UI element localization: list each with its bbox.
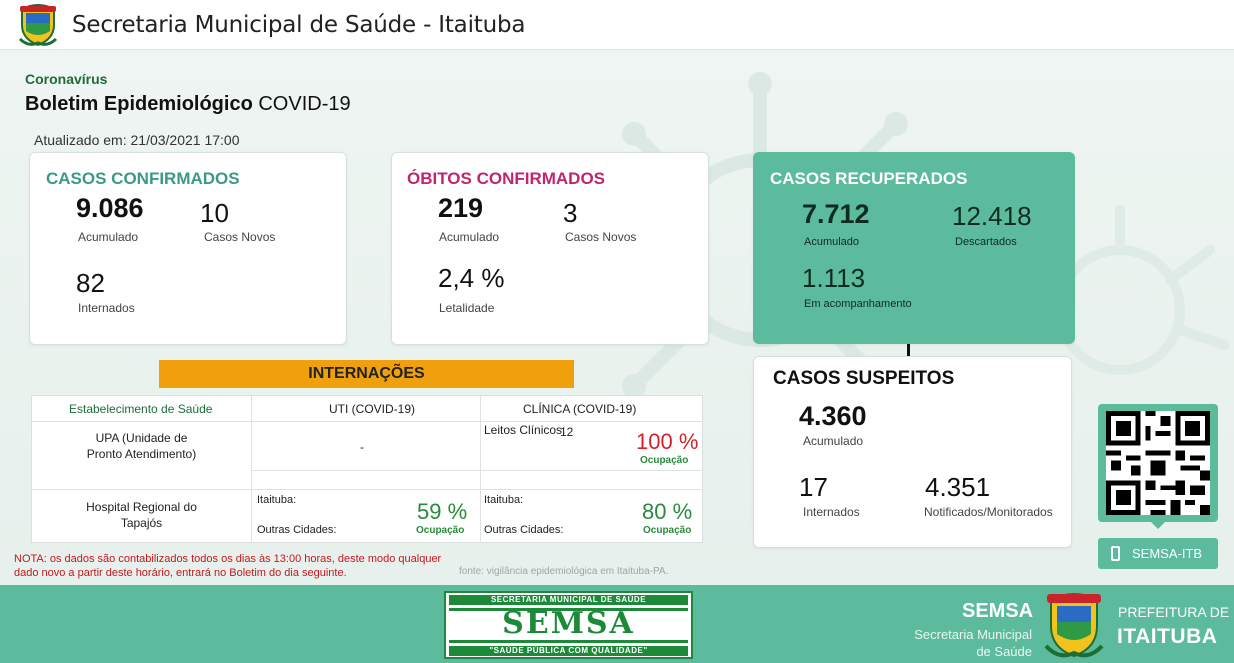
footer-semsa: SEMSA <box>962 600 1034 622</box>
top-bar: Secretaria Municipal de Saúde - Itaituba <box>0 0 1234 50</box>
footer-city: ITAITUBA <box>1117 625 1218 648</box>
semsa-logo-top-text: SECRETARIA MUNICIPAL DE SAÚDE <box>449 595 688 605</box>
deaths-title: ÓBITOS CONFIRMADOS <box>407 169 606 188</box>
recovered-discarded-value: 12.418 <box>952 201 1032 231</box>
footer-secretaria-line1: Secretaria Municipal <box>914 627 1032 642</box>
bulletin-title: Boletim Epidemiológico COVID-19 <box>25 93 351 116</box>
confirmed-accumulated-label: Acumulado <box>78 230 139 244</box>
semsa-itb-button[interactable]: SEMSA-ITB <box>1098 538 1218 569</box>
recovered-accumulated-label: Acumulado <box>804 236 860 248</box>
hospital-uti-city: Itaituba: <box>257 494 297 506</box>
bulletin-title-bold: Boletim Epidemiológico <box>25 93 253 115</box>
phone-icon <box>1111 546 1120 561</box>
footer-prefeitura: PREFEITURA DE <box>1118 604 1230 620</box>
table-divider <box>32 489 702 490</box>
upa-clinic-value: 12 <box>560 425 574 439</box>
suspected-card: CASOS SUSPEITOS 4.360 Acumulado 17 Inter… <box>753 356 1072 548</box>
qr-code-panel[interactable] <box>1098 404 1218 522</box>
note-text: NOTA: os dados são contabilizados todos … <box>14 553 442 579</box>
confirmed-new-label: Casos Novos <box>204 230 276 244</box>
confirmed-card: CASOS CONFIRMADOS 9.086 Acumulado 10 Cas… <box>29 152 347 345</box>
upa-clinic-occupancy-label: Ocupação <box>640 455 689 466</box>
table-divider <box>480 396 481 542</box>
semsa-itb-label: SEMSA-ITB <box>1132 546 1203 561</box>
table-divider <box>251 396 252 542</box>
deaths-lethality-value: 2,4 % <box>438 263 505 293</box>
recovered-monitoring-label: Em acompanhamento <box>804 298 912 310</box>
semsa-logo: SECRETARIA MUNICIPAL DE SAÚDE SEMSA "SAÚ… <box>444 591 693 659</box>
column-header-establishment: Estabelecimento de Saúde <box>69 402 213 416</box>
upa-clinic-label: Leitos Clínicos: <box>484 423 566 437</box>
suspected-accumulated-value: 4.360 <box>799 401 867 431</box>
deaths-new-value: 3 <box>563 198 578 228</box>
suspected-hospitalized-label: Internados <box>803 505 860 519</box>
qr-pointer <box>1151 522 1165 529</box>
hospital-clinic-other: Outras Cidades: <box>484 524 564 536</box>
card-connector <box>907 344 910 358</box>
recovered-discarded-label: Descartados <box>955 236 1017 248</box>
hospital-clinic-occupancy-pct: 80 % <box>642 499 693 524</box>
hospital-name: Hospital Regional do Tapajós <box>86 500 197 530</box>
itaituba-crest-icon <box>18 4 58 47</box>
deaths-lethality-label: Letalidade <box>439 301 495 315</box>
recovered-accumulated-value: 7.712 <box>802 199 870 229</box>
semsa-logo-bottom-text: "SAÚDE PÚBLICA COM QUALIDADE" <box>449 646 688 656</box>
hospital-uti-other: Outras Cidades: <box>257 524 337 536</box>
confirmed-accumulated-value: 9.086 <box>76 193 144 223</box>
suspected-accumulated-label: Acumulado <box>803 434 864 448</box>
hospital-clinic-city: Itaituba: <box>484 494 524 506</box>
semsa-logo-stripe <box>449 640 688 643</box>
suspected-title: CASOS SUSPEITOS <box>773 368 955 389</box>
upa-name: UPA (Unidade de Pronto Atendimento) <box>86 431 197 461</box>
table-divider <box>251 470 702 471</box>
recovered-monitoring-value: 1.113 <box>802 263 866 293</box>
deaths-card: ÓBITOS CONFIRMADOS 219 Acumulado 3 Casos… <box>391 152 709 345</box>
column-header-uti: UTI (COVID-19) <box>329 402 416 416</box>
category-label: Coronavírus <box>25 71 108 87</box>
hospital-uti-occupancy-label: Ocupação <box>416 525 465 536</box>
page-title: Secretaria Municipal de Saúde - Itaituba <box>72 12 526 38</box>
footer-secretaria: Secretaria Municipal de Saúde <box>900 626 1032 660</box>
itaituba-crest-icon <box>1044 593 1104 658</box>
confirmed-hospitalized-label: Internados <box>78 301 135 315</box>
recovered-title: CASOS RECUPERADOS <box>770 169 968 188</box>
confirmed-hospitalized-value: 82 <box>76 268 105 298</box>
confirmed-new-value: 10 <box>200 198 229 228</box>
confirmed-title: CASOS CONFIRMADOS <box>46 169 240 188</box>
footer-secretaria-line2: de Saúde <box>976 644 1032 659</box>
suspected-notified-value: 4.351 <box>925 472 991 502</box>
internacoes-banner: INTERNAÇÕES <box>159 360 574 388</box>
semsa-logo-word: SEMSA <box>502 606 635 641</box>
source-text: fonte: vigilância epidemiológica em Itai… <box>459 566 669 577</box>
suspected-hospitalized-value: 17 <box>799 472 828 502</box>
semsa-logo-stripe <box>449 608 688 611</box>
upa-uti-value: - <box>360 440 364 454</box>
hospital-clinic-occupancy-label: Ocupação <box>643 525 692 536</box>
updated-timestamp: Atualizado em: 21/03/2021 17:00 <box>34 132 240 148</box>
deaths-new-label: Casos Novos <box>565 230 637 244</box>
qr-code-icon[interactable] <box>1106 411 1210 515</box>
hospital-uti-occupancy-pct: 59 % <box>417 499 468 524</box>
upa-clinic-occupancy-pct: 100 % <box>636 429 699 454</box>
column-header-clinic: CLÍNICA (COVID-19) <box>523 402 637 416</box>
recovered-card: CASOS RECUPERADOS 7.712 Acumulado 12.418… <box>753 152 1075 344</box>
deaths-accumulated-value: 219 <box>438 193 484 223</box>
deaths-accumulated-label: Acumulado <box>439 230 500 244</box>
table-divider <box>32 421 702 422</box>
internacoes-table: Estabelecimento de Saúde UTI (COVID-19) … <box>31 395 703 543</box>
suspected-notified-label: Notificados/Monitorados <box>924 505 1053 519</box>
bulletin-title-rest: COVID-19 <box>252 93 351 115</box>
